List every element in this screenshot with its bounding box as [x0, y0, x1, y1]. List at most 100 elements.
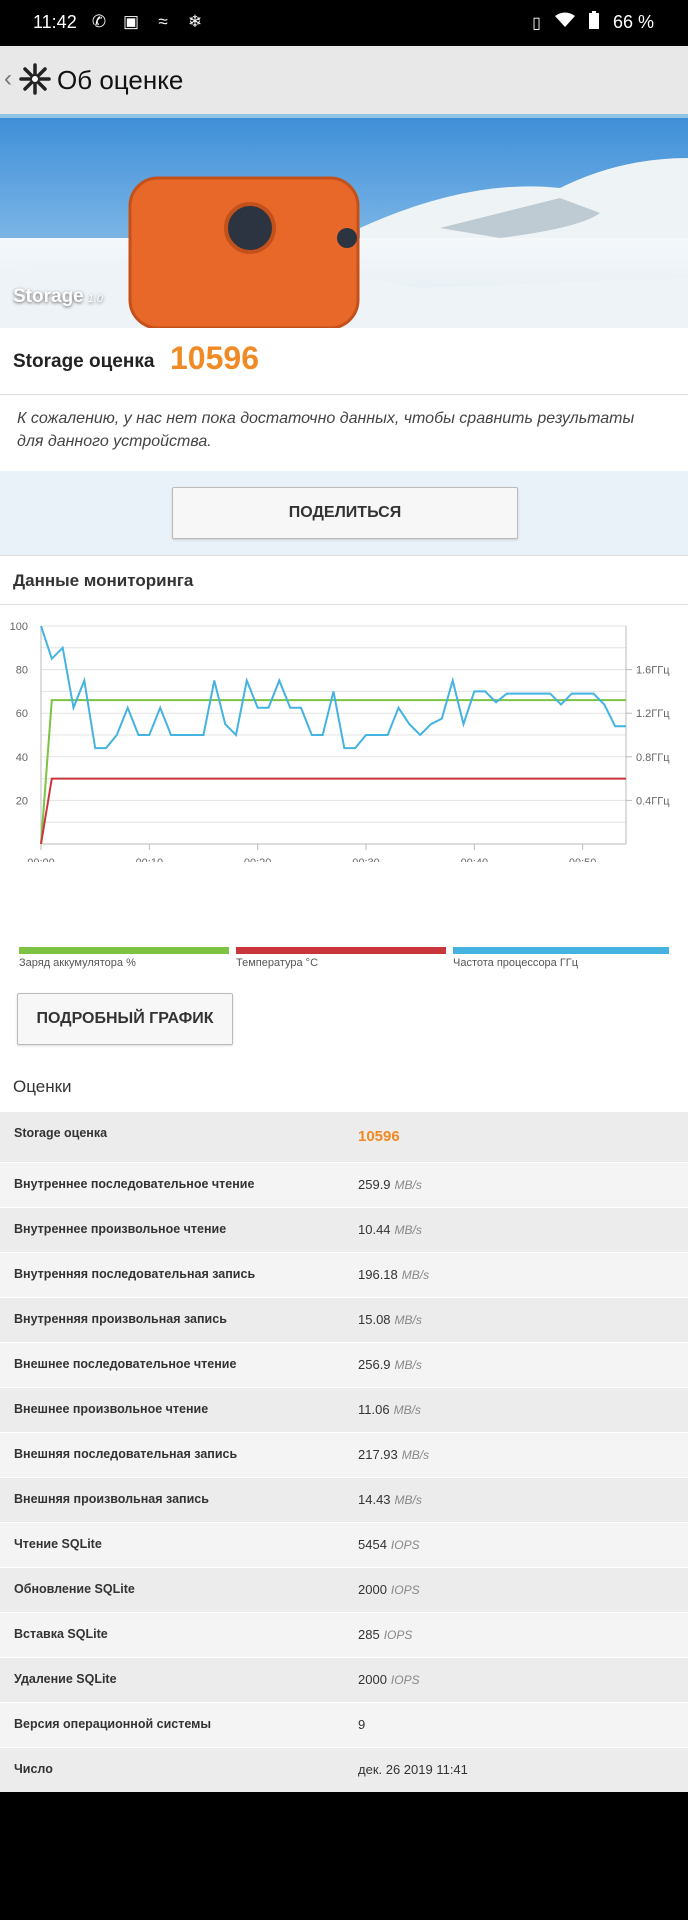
x-tick-label: 00:20 [244, 857, 272, 862]
bird-icon: ≈ [158, 12, 168, 31]
legend-temperature-label: Температура °C [236, 957, 319, 969]
ratings-row: Версия операционной системы 9 [0, 1702, 688, 1747]
rating-value: 10.44 MB/s [358, 1222, 422, 1237]
navigation-area [0, 1792, 688, 1920]
rating-unit: MB/s [393, 1403, 421, 1417]
x-tick-label: 00:30 [352, 857, 380, 862]
rating-number: 256.9 [358, 1357, 391, 1372]
rating-number: 5454 [358, 1537, 387, 1552]
detailed-chart-button[interactable]: ПОДРОБНЫЙ ГРАФИК [17, 993, 233, 1045]
rating-value: 217.93 MB/s [358, 1447, 429, 1462]
rating-label: Обновление SQLite [14, 1582, 135, 1596]
legend-cpu: Частота процессора ГГц [453, 947, 669, 977]
rating-number: 217.93 [358, 1447, 398, 1462]
rating-unit: MB/s [394, 1493, 422, 1507]
x-tick-label: 00:10 [136, 857, 164, 862]
battery-icon [588, 11, 599, 34]
ratings-row: Внешняя последовательная запись 217.93 MB/… [0, 1432, 688, 1477]
ratings-row: Вставка SQLite 285 IOPS [0, 1612, 688, 1657]
y-right-tick-label: 1.2ГГц [636, 708, 670, 720]
rating-label: Внутренняя последовательная запись [14, 1267, 256, 1281]
rating-number: 2000 [358, 1672, 387, 1687]
sim-icon: ▣ [122, 12, 140, 31]
notice-text: К сожалению, у нас нет пока достаточно д… [17, 410, 635, 450]
vibrate-icon: ▯ [532, 14, 541, 32]
rating-unit: IOPS [390, 1583, 420, 1597]
monitoring-section: Данные мониторинга 20 40 60 80 100 0.4ГГц 0.8Г… [0, 555, 688, 1792]
rating-number: 2000 [358, 1582, 387, 1597]
rating-number: 196.18 [358, 1267, 398, 1282]
rating-unit: MB/s [394, 1313, 422, 1327]
status-time: 11:42 [33, 12, 77, 32]
legend-temperature-swatch [236, 947, 446, 954]
legend-battery: Заряд аккумулятора % [19, 947, 229, 977]
share-area: ПОДЕЛИТЬСЯ [0, 471, 688, 555]
y-left-tick-label: 60 [16, 708, 28, 720]
y-left-tick-label: 100 [10, 621, 28, 633]
legend-temperature: Температура °C [236, 947, 446, 977]
legend-battery-swatch [19, 947, 229, 954]
rating-value: 9 [358, 1717, 365, 1732]
divider [0, 604, 688, 605]
x-tick-label: 00:50 [569, 857, 597, 862]
series-line-1 [40, 777, 626, 845]
y-left-tick-label: 80 [16, 665, 28, 677]
ratings-title: Оценки [13, 1077, 72, 1096]
ratings-row: Число дек. 26 2019 11:41 [0, 1747, 688, 1792]
rating-unit: MB/s [394, 1223, 422, 1237]
app-logo-icon[interactable] [18, 62, 52, 96]
rating-label: Внешняя произвольная запись [14, 1492, 209, 1506]
back-icon[interactable]: ‹ [4, 65, 12, 92]
rating-number: 14.43 [358, 1492, 391, 1507]
rating-label: Вставка SQLite [14, 1627, 108, 1641]
benchmark-name: Storage [13, 286, 84, 307]
y-right-tick-label: 0.4ГГц [636, 795, 670, 807]
rating-unit: IOPS [390, 1538, 420, 1552]
rating-number: 15.08 [358, 1312, 391, 1327]
rating-unit: IOPS [383, 1628, 413, 1642]
share-button[interactable]: ПОДЕЛИТЬСЯ [172, 487, 518, 539]
rating-value: 196.18 MB/s [358, 1267, 429, 1282]
monitoring-chart: 20 40 60 80 100 0.4ГГц 0.8ГГц 1.2ГГц 1.6ГГц 00:00… [10, 621, 671, 862]
monitoring-title: Данные мониторинга [13, 571, 194, 590]
rating-label: Внешняя последовательная запись [14, 1447, 238, 1461]
series-line-2 [40, 625, 626, 750]
rating-unit: MB/s [401, 1268, 430, 1282]
snowflake-icon: ❄ [187, 12, 203, 31]
rating-label: Удаление SQLite [14, 1672, 117, 1686]
ratings-row: Внутренняя произвольная запись 15.08 MB/s [0, 1297, 688, 1342]
notification-icons: ✆ ▣ ≈ ❄ [88, 11, 206, 33]
score-value: 10596 [170, 340, 259, 376]
ratings-row: Внутренняя последовательная запись 196.18… [0, 1252, 688, 1297]
rating-value: 2000 IOPS [358, 1672, 420, 1687]
ratings-row: Внутреннее последовательное чтение 259.9 M… [0, 1162, 688, 1207]
rating-number: 10.44 [358, 1222, 391, 1237]
rating-label: Число [14, 1762, 53, 1776]
rating-number: 285 [358, 1627, 380, 1642]
ratings-row: Внутреннее произвольное чтение 10.44 MB/s [0, 1207, 688, 1252]
ratings-row: Внешнее произвольное чтение 11.06 MB/s [0, 1387, 688, 1432]
rating-label: Внешнее произвольное чтение [14, 1402, 209, 1416]
rating-label: Внутренняя произвольная запись [14, 1312, 227, 1326]
rating-unit: IOPS [390, 1673, 420, 1687]
y-left-tick-label: 20 [16, 795, 28, 807]
score-row: Storage оценка 10596 [0, 328, 688, 395]
ratings-row: Удаление SQLite 2000 IOPS [0, 1657, 688, 1702]
score-label: Storage оценка [13, 351, 155, 372]
wifi-icon [554, 12, 575, 33]
legend-cpu-label: Частота процессора ГГц [453, 957, 579, 969]
rating-value: 5454 IOPS [358, 1537, 420, 1552]
app-content: ‹ Об оценке Storage 1.0 Storage оценка [0, 46, 688, 1792]
hero-label: Storage 1.0 [13, 286, 103, 308]
rating-value: дек. 26 2019 11:41 [358, 1762, 468, 1777]
rating-value: 256.9 MB/s [358, 1357, 422, 1372]
rating-label: Чтение SQLite [14, 1537, 102, 1551]
whatsapp-icon: ✆ [91, 12, 107, 31]
legend-cpu-swatch [453, 947, 669, 954]
rating-value: 14.43 MB/s [358, 1492, 422, 1507]
battery-percent: 66 % [612, 12, 654, 32]
rating-value: 15.08 MB/s [358, 1312, 422, 1327]
benchmark-version: 1.0 [87, 293, 104, 305]
toolbar: ‹ Об оценке [0, 46, 688, 118]
ratings-row: Обновление SQLite 2000 IOPS [0, 1567, 688, 1612]
